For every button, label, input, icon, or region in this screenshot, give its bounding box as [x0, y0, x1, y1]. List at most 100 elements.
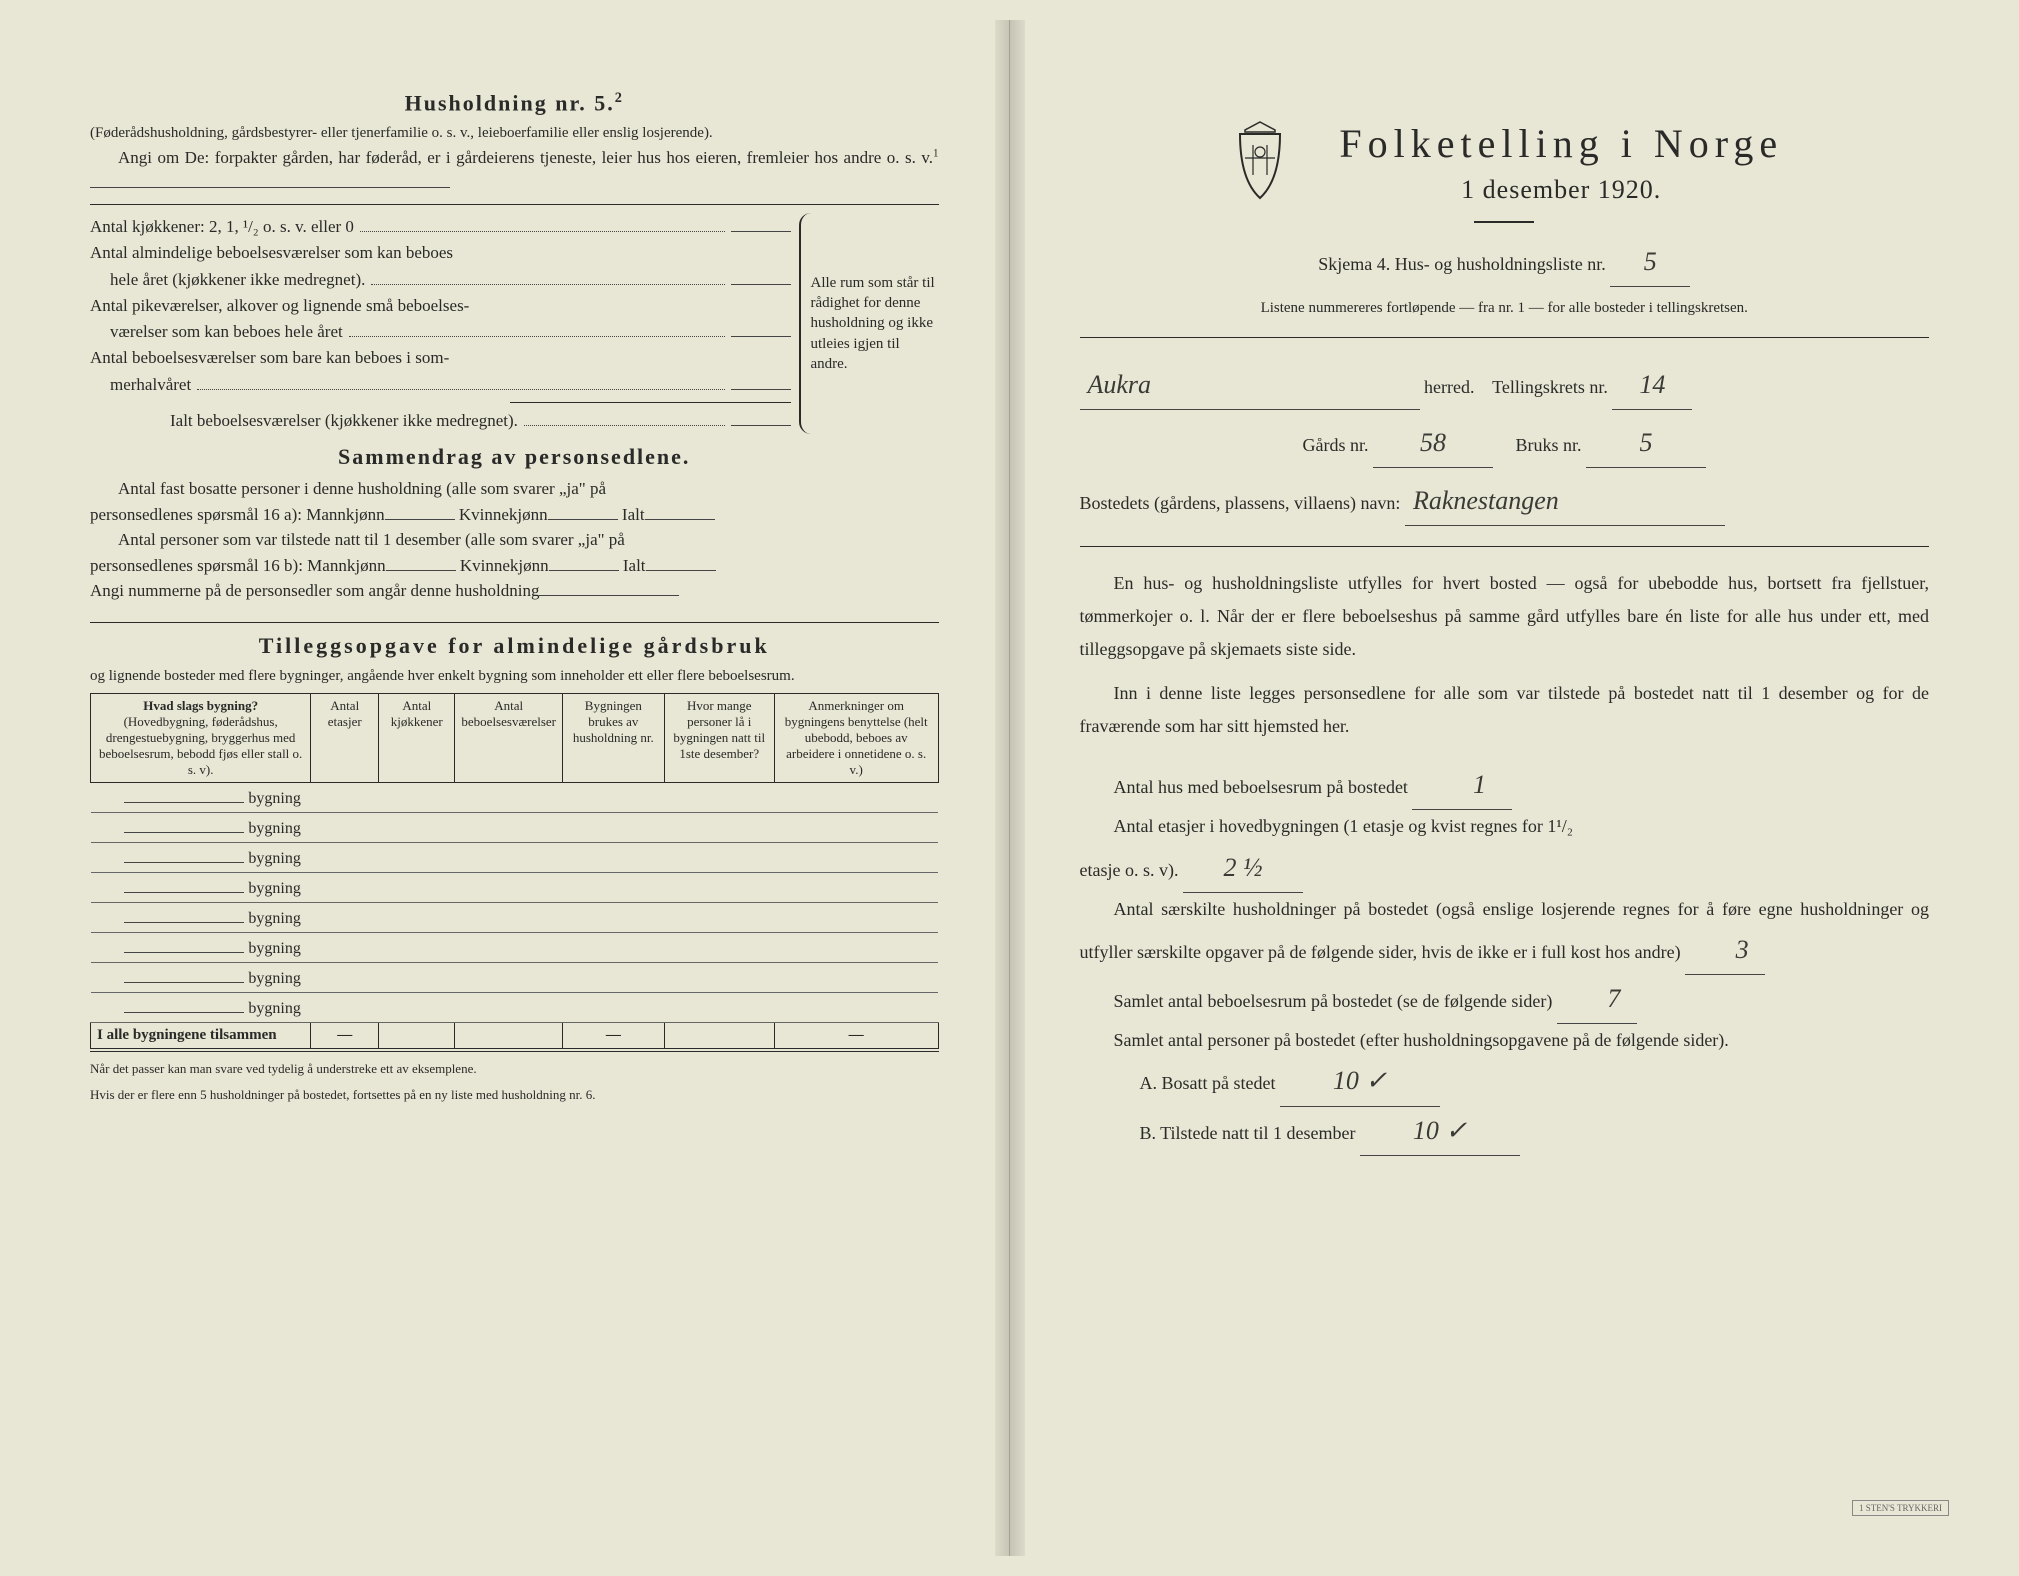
rooms-l4b: merhalvåret	[90, 371, 791, 398]
cell	[774, 813, 938, 843]
crest-icon	[1225, 120, 1295, 205]
s3-p1: og lignende bosteder med flere bygninger…	[90, 665, 939, 688]
cell	[562, 843, 664, 873]
slot	[731, 284, 791, 285]
s2-kv2: Kvinnekjønn	[460, 556, 549, 575]
rule	[90, 1051, 939, 1052]
blank	[455, 1023, 563, 1049]
q1-text: Antal hus med beboelsesrum på bostedet	[1114, 777, 1408, 797]
slot	[731, 336, 791, 337]
subtotal-rule	[510, 402, 790, 403]
q5: Samlet antal personer på bostedet (efter…	[1080, 1024, 1930, 1057]
table-foot: I alle bygningene tilsammen — — —	[91, 1023, 939, 1049]
cell	[311, 903, 379, 933]
row-label: bygning	[91, 963, 311, 993]
q3-text: Antal særskilte husholdninger på bostede…	[1080, 899, 1930, 962]
blank	[549, 554, 619, 571]
q2a: Antal etasjer i hovedbygningen (1 etasje…	[1080, 810, 1930, 843]
cell	[455, 933, 563, 963]
qB-val: 10 ✓	[1413, 1116, 1467, 1145]
cell	[664, 903, 774, 933]
qA: A. Bosatt på stedet 10 ✓	[1080, 1057, 1930, 1106]
q3: Antal særskilte husholdninger på bostede…	[1080, 893, 1930, 975]
gards-slot: 58	[1373, 420, 1493, 468]
cell	[311, 783, 379, 813]
rooms-l5-text: Ialt beboelsesværelser (kjøkkener ikke m…	[90, 407, 518, 434]
s2-p1b: personsedlenes spørsmål 16 a): Mannkjønn…	[90, 502, 939, 528]
cell	[562, 933, 664, 963]
cell	[311, 933, 379, 963]
table-row: bygning	[91, 963, 939, 993]
q3-val: 3	[1736, 935, 1749, 964]
title-row: Folketelling i Norge 1 desember 1920.	[1080, 120, 1930, 205]
skjema-nr: 5	[1644, 247, 1657, 276]
cell	[311, 993, 379, 1023]
blank	[646, 554, 716, 571]
cell	[562, 783, 664, 813]
q3-slot: 3	[1685, 926, 1765, 975]
q4-slot: 7	[1557, 975, 1637, 1024]
section1-p1: (Føderådshusholdning, gårdsbestyrer- ell…	[90, 122, 939, 145]
th-4: Antal beboelsesværelser	[455, 694, 563, 783]
cell	[379, 993, 455, 1023]
qA-slot: 10 ✓	[1280, 1057, 1440, 1106]
cell	[311, 873, 379, 903]
rooms-l2a: Antal almindelige beboelsesværelser som …	[90, 240, 791, 266]
title-main: Folketelling i Norge	[1339, 120, 1783, 167]
cell	[774, 903, 938, 933]
th-6: Hvor mange personer lå i bygningen natt …	[664, 694, 774, 783]
bruks-slot: 5	[1586, 420, 1706, 468]
rooms-l5: Ialt beboelsesværelser (kjøkkener ikke m…	[90, 407, 791, 434]
table-head: Hvad slags bygning? (Hovedbygning, føder…	[91, 694, 939, 783]
cell	[379, 783, 455, 813]
printer-stamp: 1 STEN'S TRYKKERI	[1852, 1500, 1949, 1516]
cell	[664, 873, 774, 903]
rooms-l1-text: Antal kjøkkener: 2, 1, ¹/₂ o. s. v. elle…	[90, 213, 354, 240]
krets-slot: 14	[1612, 362, 1692, 410]
footnote1-text: Når det passer kan man svare ved tydelig…	[90, 1061, 477, 1076]
th-5: Bygningen brukes av husholdning nr.	[562, 694, 664, 783]
section1-title: Husholdning nr. 5.2	[90, 90, 939, 116]
cell	[774, 993, 938, 1023]
bosted-label: Bostedets (gårdens, plassens, villaens) …	[1080, 493, 1401, 513]
cell	[379, 813, 455, 843]
q4: Samlet antal beboelsesrum på bostedet (s…	[1080, 975, 1930, 1024]
q4-val: 7	[1607, 984, 1620, 1013]
bruks-value: 5	[1640, 428, 1653, 457]
s2-p2b-text: personsedlenes spørsmål 16 b): Mannkjønn	[90, 556, 386, 575]
cell	[774, 933, 938, 963]
s2-p3-text: Angi nummerne på de personsedler som ang…	[90, 581, 539, 600]
cell	[455, 783, 563, 813]
gards-value: 58	[1420, 428, 1446, 457]
cell	[379, 933, 455, 963]
cell	[455, 873, 563, 903]
cell	[379, 903, 455, 933]
q1: Antal hus med beboelsesrum på bostedet 1	[1080, 761, 1930, 810]
rule	[90, 204, 939, 205]
listene: Listene nummereres fortløpende — fra nr.…	[1080, 297, 1930, 320]
section1-p2-text: Angi om De: forpakter gården, har føderå…	[118, 148, 933, 167]
cell	[562, 963, 664, 993]
herred-label: herred.	[1424, 377, 1474, 397]
bosted-slot: Raknestangen	[1405, 478, 1725, 526]
section1-p2: Angi om De: forpakter gården, har føderå…	[90, 145, 939, 196]
rooms-lines: Antal kjøkkener: 2, 1, ¹/₂ o. s. v. elle…	[90, 213, 791, 434]
qB-text: B. Tilstede natt til 1 desember	[1140, 1123, 1356, 1143]
dash: —	[311, 1023, 379, 1049]
blank	[386, 554, 456, 571]
blank	[539, 579, 679, 596]
cell	[455, 843, 563, 873]
cell	[562, 993, 664, 1023]
qB-slot: 10 ✓	[1360, 1107, 1520, 1156]
blank-line	[90, 171, 450, 188]
krets-label: Tellingskrets nr.	[1492, 377, 1608, 397]
section1-title-text: Husholdning nr. 5.	[405, 90, 615, 115]
dots	[524, 411, 725, 426]
dash: —	[562, 1023, 664, 1049]
table-row: bygning	[91, 783, 939, 813]
row-label: bygning	[91, 813, 311, 843]
section2-title: Sammendrag av personsedlene.	[90, 444, 939, 470]
cell	[379, 873, 455, 903]
blank	[548, 503, 618, 520]
skjema-nr-slot: 5	[1610, 239, 1690, 287]
